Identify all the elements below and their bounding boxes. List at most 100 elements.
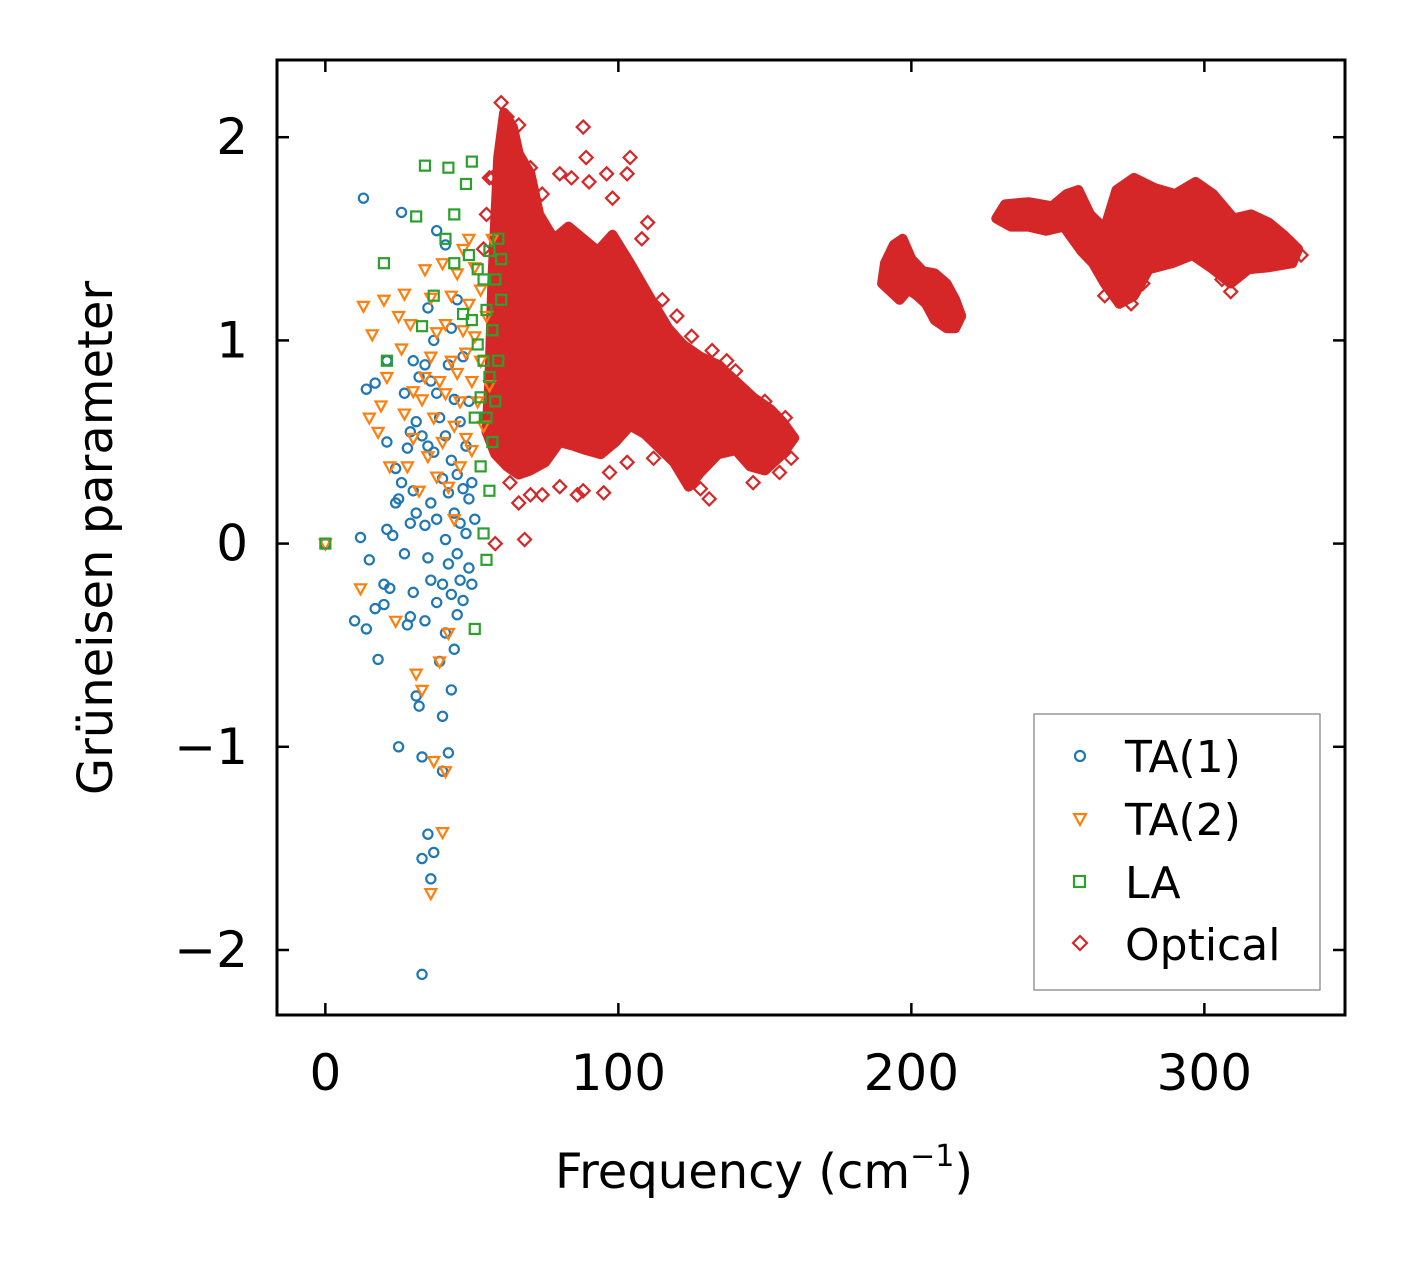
- point-ta1: [428, 334, 440, 347]
- point-ta1: [425, 497, 437, 509]
- x-tick-label: 300: [1157, 1044, 1252, 1102]
- point-ta1: [430, 596, 443, 609]
- point-optical: [645, 450, 662, 467]
- point-la: [492, 354, 505, 367]
- point-la: [439, 232, 452, 245]
- point-ta1: [348, 615, 361, 627]
- point-optical: [619, 165, 636, 182]
- point-optical: [1213, 271, 1230, 288]
- point-ta1: [445, 588, 458, 601]
- point-ta1: [381, 523, 393, 536]
- point-optical: [692, 480, 709, 497]
- point-optical: [484, 169, 501, 186]
- optical-dense-regions: [475, 94, 1310, 552]
- point-ta1: [395, 206, 408, 219]
- point-ta1: [392, 493, 405, 505]
- point-ta1: [357, 192, 370, 204]
- point-ta2: [429, 471, 445, 485]
- point-ta1: [354, 531, 367, 544]
- point-ta1: [419, 615, 431, 627]
- point-ta1: [398, 548, 411, 560]
- point-ta1: [410, 507, 422, 519]
- point-ta2: [400, 461, 415, 475]
- point-ta1: [378, 598, 390, 611]
- point-ta2: [364, 329, 380, 343]
- point-ta2: [432, 656, 447, 670]
- point-ta2: [361, 412, 377, 426]
- legend-marker-diamond: [1071, 934, 1089, 952]
- point-optical: [1292, 247, 1310, 264]
- point-optical: [578, 149, 595, 166]
- point-ta2: [441, 627, 456, 642]
- point-la: [459, 177, 473, 191]
- point-la: [427, 289, 440, 302]
- point-ta1: [457, 483, 469, 495]
- point-ta1: [384, 582, 396, 594]
- point-ta1: [436, 710, 449, 723]
- point-ta1: [430, 513, 443, 525]
- point-optical: [601, 464, 618, 481]
- point-ta1: [416, 968, 428, 981]
- point-optical: [1096, 287, 1113, 304]
- point-ta1: [451, 609, 463, 621]
- point-ta1: [442, 487, 455, 499]
- point-la: [319, 537, 332, 550]
- y-tick-label: −2: [174, 921, 248, 979]
- point-la: [477, 354, 490, 367]
- point-ta1: [454, 574, 466, 586]
- legend-marker-square: [1072, 874, 1087, 889]
- point-ta1: [372, 653, 384, 666]
- legend-label-ta2: TA(2): [1124, 795, 1241, 846]
- optical-dense-region: [481, 107, 800, 492]
- point-ta2: [417, 371, 433, 386]
- point-optical: [1222, 283, 1239, 300]
- point-la: [380, 354, 393, 367]
- point-ta2: [426, 412, 442, 426]
- point-ta1: [463, 493, 475, 505]
- point-la: [474, 391, 487, 404]
- point-optical: [569, 486, 586, 503]
- point-ta1: [425, 574, 437, 586]
- point-ta1: [448, 393, 460, 406]
- point-ta2: [376, 294, 392, 309]
- point-ta2: [379, 371, 395, 386]
- point-ta1: [469, 513, 481, 525]
- point-ta2: [446, 514, 462, 528]
- point-ta1: [369, 377, 381, 389]
- point-ta1: [404, 426, 417, 438]
- optical-dense-region: [877, 233, 967, 334]
- point-la: [492, 232, 505, 245]
- point-ta2: [411, 485, 427, 500]
- legend-marker-triangle: [1072, 812, 1088, 828]
- point-ta1: [451, 468, 463, 481]
- point-ta2: [402, 319, 418, 333]
- point-la: [495, 253, 508, 266]
- legend-item-ta1: TA(1): [1073, 732, 1241, 783]
- x-axis-title: Frequency (cm−1): [555, 1139, 973, 1200]
- point-ta2: [353, 583, 368, 597]
- y-tick-label: 0: [216, 515, 248, 573]
- point-ta1: [422, 828, 434, 840]
- point-optical: [604, 190, 621, 207]
- point-ta1: [407, 355, 419, 367]
- plot-frame: [275, 58, 1347, 1017]
- point-la: [495, 293, 508, 306]
- point-ta2: [452, 396, 468, 410]
- point-ta1: [407, 586, 419, 599]
- point-optical: [501, 474, 518, 491]
- point-la: [418, 159, 432, 172]
- point-optical: [563, 169, 580, 186]
- point-la: [489, 395, 502, 408]
- point-optical: [783, 450, 800, 467]
- point-ta2: [429, 327, 445, 341]
- point-ta2: [423, 292, 439, 307]
- point-ta1: [387, 529, 399, 542]
- point-la: [477, 527, 490, 540]
- point-la: [465, 313, 478, 327]
- point-optical: [534, 486, 551, 503]
- point-ta1: [439, 533, 452, 546]
- point-ta2: [458, 432, 474, 447]
- point-ta1: [419, 359, 431, 371]
- x-tick-label: 100: [571, 1044, 666, 1102]
- point-ta2: [467, 331, 483, 345]
